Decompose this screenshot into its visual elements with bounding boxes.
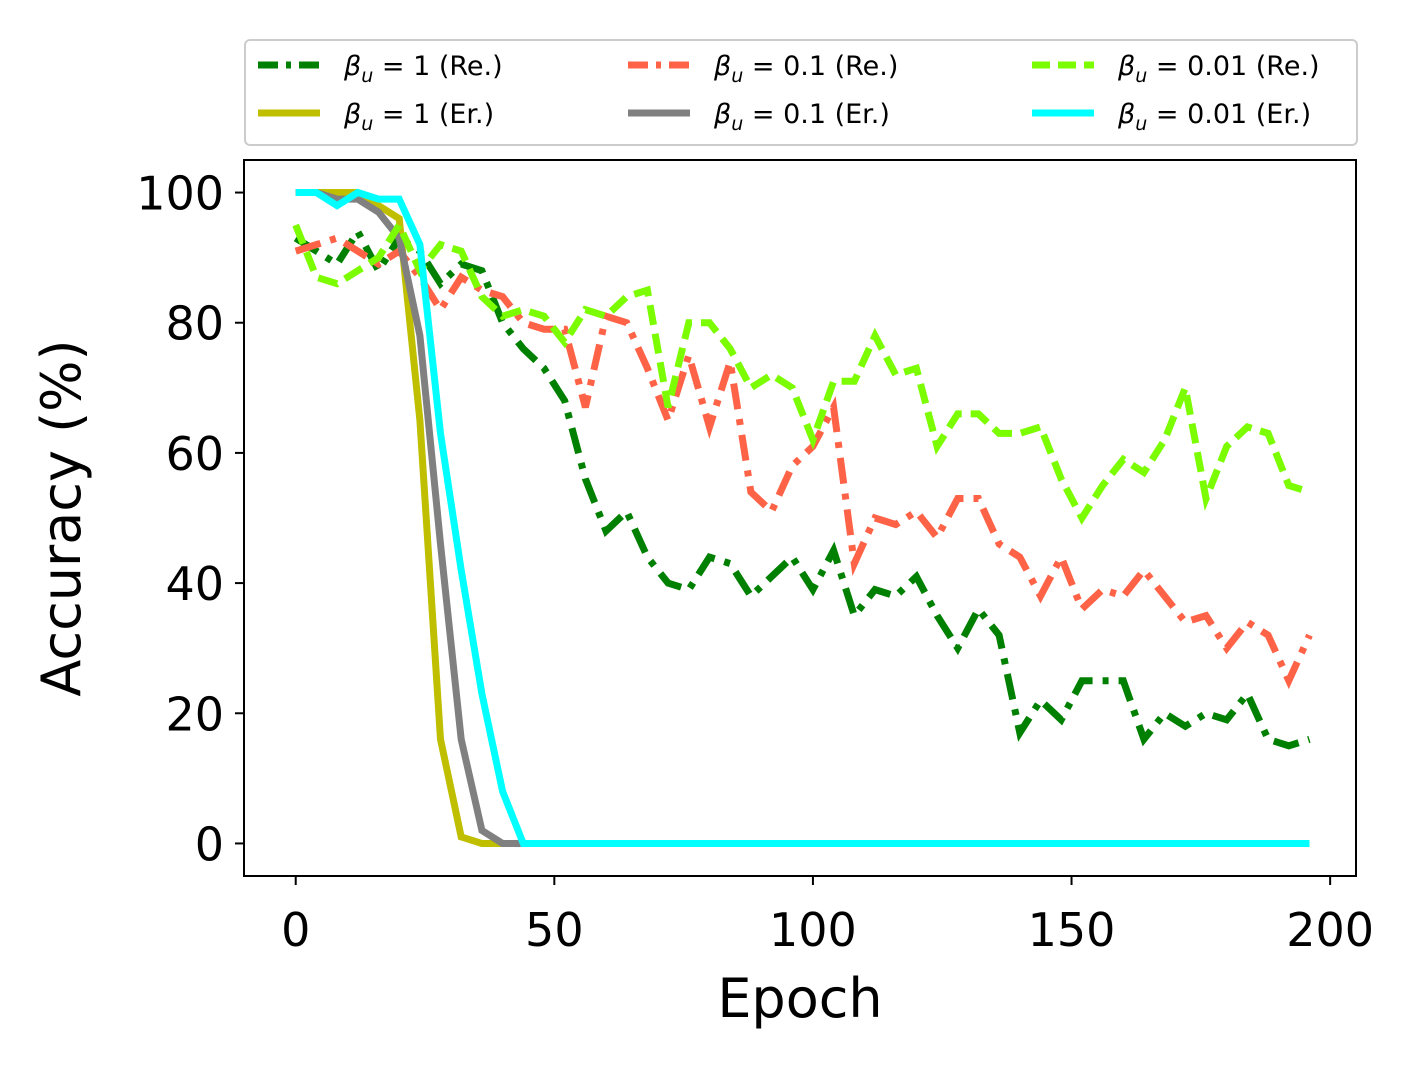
legend-box — [244, 39, 1358, 146]
y-tick-label: 100 — [136, 167, 224, 221]
y-tick-label: 20 — [165, 687, 224, 741]
series-line-6 — [295, 188, 1310, 847]
y-tick-label: 80 — [165, 297, 224, 351]
x-tick-label: 0 — [281, 903, 310, 957]
legend-label-6: βu = 0.01 (Er.) — [1117, 99, 1311, 135]
plot-area-frame — [243, 159, 1357, 877]
legend-label-3: βu = 0.1 (Re.) — [713, 51, 898, 87]
series-lines — [292, 188, 1313, 847]
legend: βu = 1 (Re.) βu = 1 (Er.) βu = 0.1 (Re.) βu… — [258, 51, 1320, 135]
legend-label-2: βu = 1 (Er.) — [343, 99, 494, 135]
x-axis-title: Epoch — [717, 967, 882, 1030]
legend-label-4: βu = 0.1 (Er.) — [713, 99, 890, 135]
y-axis-title: Accuracy (%) — [30, 339, 93, 696]
x-tick-label: 100 — [769, 903, 857, 957]
y-tick-label: 40 — [165, 557, 224, 611]
y-axis-ticks: 0 20 40 60 80 100 — [136, 167, 244, 871]
legend-label-1: βu = 1 (Re.) — [343, 51, 503, 87]
legend-label-5: βu = 0.01 (Re.) — [1117, 51, 1320, 87]
series-line-3 — [294, 234, 1313, 690]
series-line-1 — [293, 224, 1311, 750]
series-line-5 — [292, 217, 1311, 525]
x-axis-ticks: 0 50 100 150 200 — [281, 876, 1374, 957]
x-tick-label: 50 — [525, 903, 584, 957]
x-tick-label: 150 — [1028, 903, 1116, 957]
y-tick-label: 60 — [165, 427, 224, 481]
y-tick-label: 0 — [195, 817, 224, 871]
x-tick-label: 200 — [1286, 903, 1374, 957]
